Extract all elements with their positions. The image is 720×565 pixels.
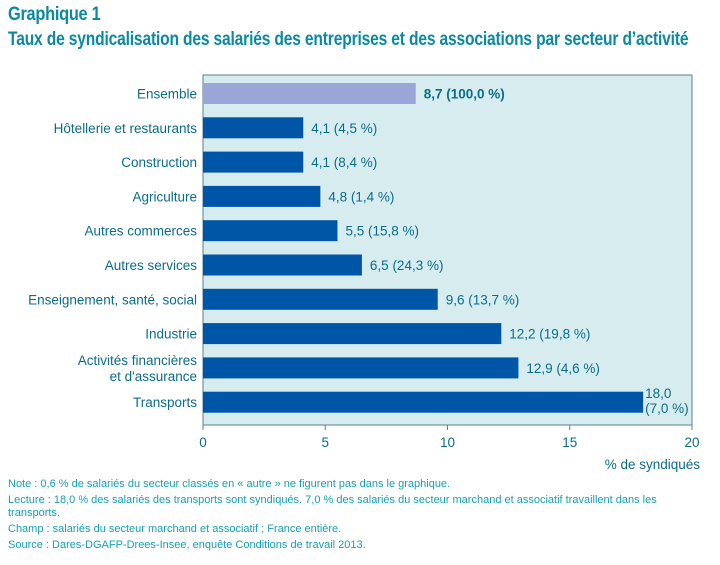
x-tick-label: 0 <box>199 435 207 450</box>
data-label: 8,7 (100,0 %) <box>424 87 505 102</box>
bar <box>203 83 416 104</box>
bar <box>203 220 338 242</box>
chart-title: Taux de syndicalisation des salariés des… <box>8 29 689 50</box>
bar <box>203 151 304 173</box>
category-label: Activités financières et d'assurance <box>78 353 198 384</box>
champ-text: Champ : salariés du secteur marchand et … <box>8 523 342 535</box>
category-label: Autres services <box>105 258 198 273</box>
lecture-text: Lecture : 18,0 % des salariés des transp… <box>8 494 657 519</box>
data-label: 4,8 (1,4 %) <box>328 189 394 204</box>
category-label: Autres commerces <box>84 224 197 239</box>
bar <box>203 357 519 379</box>
x-tick-label: 20 <box>684 435 699 450</box>
data-label: 12,9 (4,6 %) <box>526 361 600 376</box>
bar <box>203 185 321 207</box>
data-label: 5,5 (15,8 %) <box>345 224 419 239</box>
x-tick-label: 15 <box>562 435 577 450</box>
note-text: Note : 0,6 % de salariés du secteur clas… <box>8 478 451 490</box>
source-text: Source : Dares-DGAFP-Drees-Insee, enquêt… <box>8 539 366 551</box>
data-label: 6,5 (24,3 %) <box>370 258 444 273</box>
category-label: Hôtellerie et restaurants <box>54 121 198 136</box>
data-label: 18,0 (7,0 %) <box>645 386 689 416</box>
x-tick-label: 5 <box>321 435 329 450</box>
chart-notes: Note : 0,6 % de salariés du secteur clas… <box>8 478 708 555</box>
bar <box>203 117 304 139</box>
bar-chart: Ensemble 8,7 (100,0 %) Hôtellerie et resta… <box>28 74 701 472</box>
x-tick-label: 10 <box>440 435 455 450</box>
category-label: Transports <box>133 395 197 410</box>
data-label: 9,6 (13,7 %) <box>446 292 520 307</box>
bar <box>203 254 362 276</box>
category-label: Construction <box>121 155 197 170</box>
category-label: Agriculture <box>132 189 197 204</box>
figure-label: Graphique 1 <box>8 4 101 25</box>
category-label: Ensemble <box>137 87 197 102</box>
category-label: Enseignement, santé, social <box>28 292 197 307</box>
data-label: 4,1 (4,5 %) <box>311 121 377 136</box>
bar <box>203 288 438 310</box>
bar <box>203 391 644 413</box>
x-axis-title: % de syndiqués <box>605 457 701 472</box>
category-label: Industrie <box>145 327 197 342</box>
bar <box>203 323 502 345</box>
data-label: 4,1 (8,4 %) <box>311 155 377 170</box>
data-label: 12,2 (19,8 %) <box>509 327 590 342</box>
